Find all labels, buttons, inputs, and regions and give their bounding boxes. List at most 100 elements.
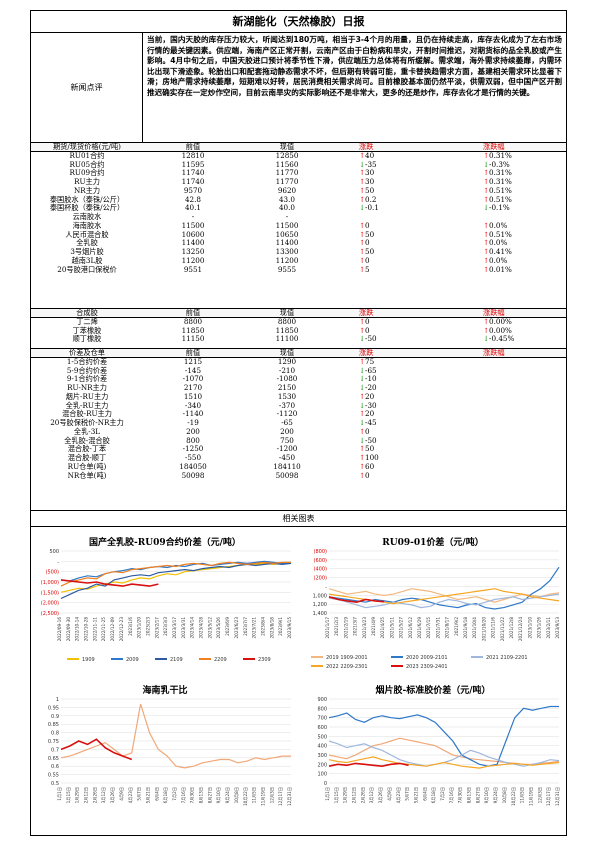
arrow-up-icon: ↑ [359,238,366,248]
change-pct-value: -0.45% [489,334,515,344]
change-value: 0 [365,220,370,230]
x-tick-label: 2023/2/17 [154,617,159,639]
change-pct-value: 0.0% [489,220,508,230]
table-header: 期货/现货价格(元/吨) 前值 现值 涨跌 涨跌幅 [31,142,566,152]
x-tick-label: 2023/1/10 [527,617,532,639]
change-cell: ↑0 [323,238,433,248]
y-tick-label: 900 [317,697,327,703]
series-line [328,756,560,769]
cur-value: 1530 [277,391,297,401]
x-tick-label: 2021/2/3 [334,617,339,636]
change-cell: ↑30 [323,177,433,187]
legend-label: 2023 2309-2401 [406,664,448,670]
x-tick-label: 11月5日 [520,787,526,803]
x-tick-label: 2021/4/25 [380,617,385,639]
change-value: 0 [365,426,370,436]
y-tick-label: 1,200 [313,602,327,608]
futures-spot-table: 期货/现货价格(元/吨) 前值 现值 涨跌 涨跌幅 RU01合约 12810 12850 ↑40… [31,142,566,309]
y-tick-label: 600 [317,725,327,731]
change-cell: ↓-50 [323,435,433,446]
arrow-up-icon: ↑ [359,177,366,186]
change-cell: ↑0.2 [323,195,433,205]
row-label: NR主力 [73,185,101,195]
change-pct-cell: ↑0.0% [433,220,566,231]
x-tick-label: 2023/5/12 [207,617,212,639]
cur-value: 11500 [275,220,299,230]
change-cell: ↑50 [323,230,433,240]
arrow-down-icon: ↓ [359,383,366,392]
y-tick-label: 0.5 [51,781,59,787]
x-tick-label: 2021/6/12 [408,617,413,639]
table-row: 9-1合约价差 -1070 -1080 ↓-10 [31,374,566,384]
change-pct-cell: ↑0.31% [433,168,566,178]
arrow-up-icon: ↑ [483,168,490,178]
series-line [60,703,291,769]
table-row: 海南胶水 11500 11500 ↑0 ↑0.0% [31,220,566,231]
prev-value: 12810 [181,150,205,160]
table-row: RU主力 11740 11770 ↑30 ↑0.31% [31,177,566,187]
cur-value: 13300 [275,247,299,256]
cur-value: -1120 [276,409,298,419]
change-cell: ↑0 [323,255,433,266]
x-tick-label: 12月31日 [287,787,293,806]
x-tick-label: 10月22日 [243,787,249,806]
change-pct-value: 0.0% [489,255,508,265]
x-tick-label: 2023/6/9 [225,617,230,636]
row-label: RU01合约 [69,150,105,160]
series-line [328,705,559,767]
arrow-down-icon: ↓ [359,374,366,384]
change-pct-value: 0.01% [489,264,512,274]
y-tick-label: (400) [314,567,327,573]
x-tick-label: 2021/6/29 [417,617,422,639]
prev-value: 11500 [181,220,205,230]
y-tick-label: (600) [314,558,327,564]
change-cell: ↑40 [323,151,433,161]
column-header: 前值 [185,307,201,317]
change-value: 20 [365,391,375,401]
x-tick-label: 12月17日 [278,787,284,806]
x-tick-label: 1月15日 [66,787,72,803]
change-pct-cell: ↑0.00% [433,316,566,327]
x-tick-label: 3月12日 [101,787,107,803]
change-value: 60 [365,461,375,471]
table-row: 混合胶-丁苯 -1250 -1200 ↑50 [31,444,566,454]
prev-value: 13250 [181,247,205,256]
x-tick-label: 2023/1/26 [537,617,542,639]
y-tick-label: 0.95 [48,705,59,711]
row-label: 全乳-3L [73,426,101,436]
x-tick-label: 4月23日 [396,787,402,803]
change-value: -20 [365,383,377,392]
x-tick-label: 6月18日 [431,787,437,803]
cur-value: 11770 [275,168,299,178]
chart-title: 海南乳干比 [142,686,188,696]
arrow-down-icon: ↓ [359,203,366,213]
arrow-up-icon: ↑ [483,316,490,326]
arrow-up-icon: ↑ [359,453,366,462]
column-header: 涨跌幅 [483,347,505,357]
y-tick-label: 1,400 [313,611,327,617]
row-label: 混合胶-RU主力 [62,409,112,419]
change-value: 50 [365,444,375,454]
prev-value: 40.1 [184,203,201,213]
arrow-down-icon: ↓ [359,365,366,375]
table-header: 合成胶 前值 现值 涨跌 涨跌幅 [31,307,566,318]
y-tick-label: 100 [317,772,327,778]
arrow-up-icon: ↑ [359,325,366,335]
prev-value: 11740 [181,168,205,178]
arrow-up-icon: ↑ [359,264,366,274]
x-tick-label: 2月26日 [360,787,366,803]
x-tick-label: 4月23日 [128,787,134,803]
cur-value: 11200 [275,255,299,265]
cur-value: -1080 [276,374,298,384]
prev-value: 11740 [181,177,205,186]
prev-value: 11595 [181,159,205,169]
change-value: -50 [365,435,377,445]
series-line [328,588,560,603]
x-tick-label: 2月12日 [352,787,358,803]
arrow-down-icon: ↓ [359,334,366,344]
row-label: 全乳胶-混合胶 [64,435,110,445]
row-label: 5-9合约价差 [66,365,108,375]
table-row: 人民币混合胶 10600 10650 ↑50 ↑0.51% [31,230,566,240]
arrow-up-icon: ↑ [359,220,366,230]
change-value: 0 [365,255,370,265]
